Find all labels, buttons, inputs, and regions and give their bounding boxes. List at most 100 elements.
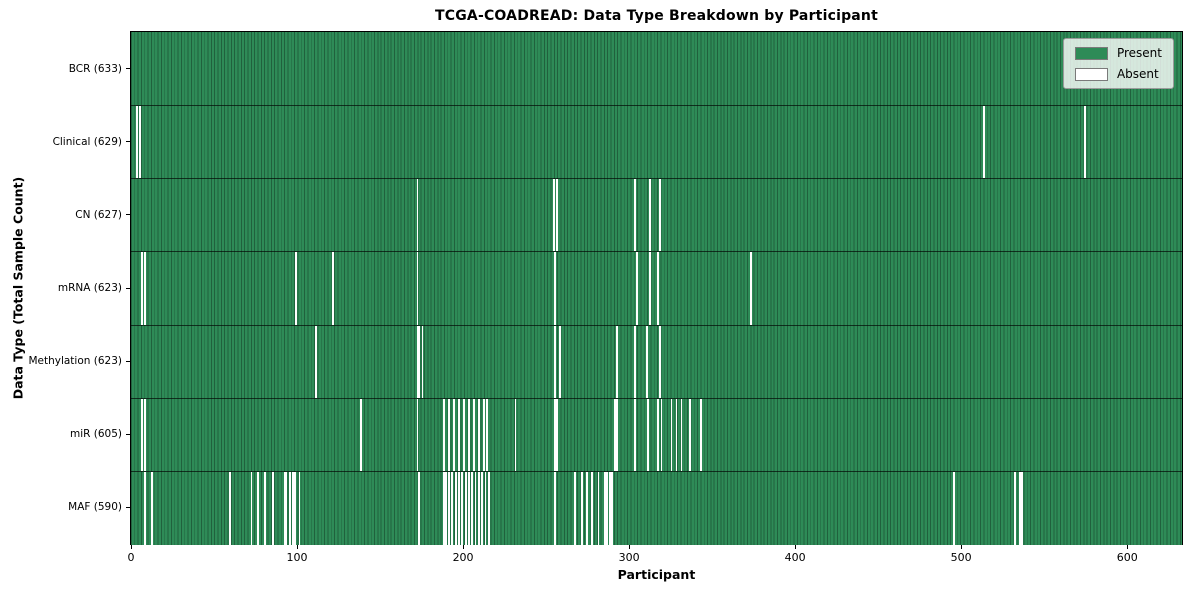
xtick-label-0: 0	[127, 551, 135, 564]
absent-stripe	[416, 325, 419, 399]
chart-row-methylation	[131, 324, 1182, 399]
absent-stripe	[597, 471, 600, 545]
ytick-label-mir: miR (605)	[69, 428, 122, 441]
absent-stripe	[140, 398, 143, 472]
chart-row-maf	[131, 470, 1182, 545]
absent-stripe	[635, 252, 638, 326]
absent-stripe	[609, 471, 611, 545]
absent-stripe	[1020, 471, 1023, 545]
absent-stripe	[315, 325, 318, 399]
absent-stripe	[140, 252, 143, 326]
absent-stripe	[574, 471, 577, 545]
absent-stripe	[680, 398, 683, 472]
absent-stripe	[448, 471, 450, 545]
absent-stripe	[556, 179, 558, 253]
absent-stripe	[418, 325, 421, 399]
absent-stripe	[486, 398, 489, 472]
absent-stripe	[250, 471, 253, 545]
legend-item-present: Present	[1074, 46, 1162, 60]
absent-stripe	[649, 252, 651, 326]
legend-label: Present	[1116, 46, 1162, 60]
absent-stripe	[660, 398, 663, 472]
absent-stripe	[478, 471, 480, 545]
ytick-label-bcr: BCR (633)	[68, 62, 122, 75]
absent-stripe	[416, 252, 419, 326]
legend: Present Absent	[1062, 38, 1174, 89]
absent-stripe	[444, 471, 447, 545]
absent-stripe	[454, 471, 457, 545]
ytick-label-cn: CN (627)	[75, 208, 122, 221]
ytick-mark	[126, 214, 130, 216]
absent-stripe	[610, 471, 613, 545]
absent-stripe	[982, 106, 985, 180]
absent-stripe	[645, 325, 648, 399]
absent-stripe	[750, 252, 753, 326]
absent-stripe	[482, 398, 485, 472]
absent-stripe	[658, 179, 661, 253]
absent-stripe	[1019, 471, 1022, 545]
absent-stripe	[634, 398, 636, 472]
absent-stripe	[135, 106, 138, 180]
absent-stripe	[688, 398, 691, 472]
absent-stripe	[283, 471, 286, 545]
absent-stripe	[554, 398, 557, 472]
absent-stripe	[484, 471, 487, 545]
xtick-mark	[1127, 545, 1129, 549]
absent-stripe	[228, 471, 231, 545]
chart-row-cn	[131, 178, 1182, 253]
xtick-mark	[463, 545, 465, 549]
absent-stripe	[559, 325, 562, 399]
ytick-label-clinical: Clinical (629)	[52, 135, 122, 148]
xtick-label-400: 400	[784, 551, 806, 564]
absent-stripe	[554, 252, 557, 326]
absent-stripe	[585, 471, 588, 545]
absent-stripe	[272, 471, 274, 545]
absent-stripe	[657, 252, 660, 326]
xtick-mark	[297, 545, 299, 549]
absent-stripe	[360, 398, 362, 472]
absent-stripe	[144, 398, 147, 472]
xtick-mark	[629, 545, 631, 549]
chart-row-bcr	[131, 32, 1182, 106]
chart-row-mrna	[131, 251, 1182, 326]
y-axis-label: Data Type (Total Sample Count)	[10, 176, 26, 400]
absent-stripe	[634, 179, 636, 253]
absent-stripe	[443, 471, 445, 545]
absent-stripe	[292, 471, 294, 545]
absent-stripe	[474, 471, 477, 545]
absent-stripe	[700, 398, 703, 472]
absent-stripe	[1084, 106, 1086, 180]
xtick-label-500: 500	[950, 551, 972, 564]
ytick-mark	[126, 506, 130, 508]
absent-stripe	[552, 179, 555, 253]
plot-area: Present Absent	[130, 31, 1183, 545]
xtick-label-200: 200	[452, 551, 474, 564]
absent-stripe	[1014, 471, 1017, 545]
absent-stripe	[285, 471, 288, 545]
ytick-mark	[126, 141, 130, 143]
absent-stripe	[331, 252, 334, 326]
xtick-mark	[795, 545, 797, 549]
legend-swatch-present	[1074, 46, 1108, 60]
absent-stripe	[615, 398, 618, 472]
ytick-label-mrna: mRNA (623)	[57, 282, 122, 294]
absent-stripe	[605, 471, 608, 545]
xtick-mark	[131, 545, 132, 549]
absent-stripe	[649, 179, 651, 253]
absent-stripe	[461, 471, 464, 545]
xtick-label-300: 300	[618, 551, 640, 564]
xtick-mark	[961, 545, 963, 549]
absent-stripe	[604, 471, 606, 545]
absent-stripe	[453, 398, 455, 472]
legend-swatch-absent	[1074, 67, 1108, 81]
absent-stripe	[448, 398, 450, 472]
absent-stripe	[464, 471, 467, 545]
absent-stripe	[657, 398, 660, 472]
absent-stripe	[421, 325, 424, 399]
absent-stripe	[556, 398, 558, 472]
absent-stripe	[451, 471, 454, 545]
ytick-label-methylation: Methylation (623)	[28, 355, 122, 368]
absent-stripe	[144, 471, 147, 545]
absent-stripe	[463, 398, 465, 472]
